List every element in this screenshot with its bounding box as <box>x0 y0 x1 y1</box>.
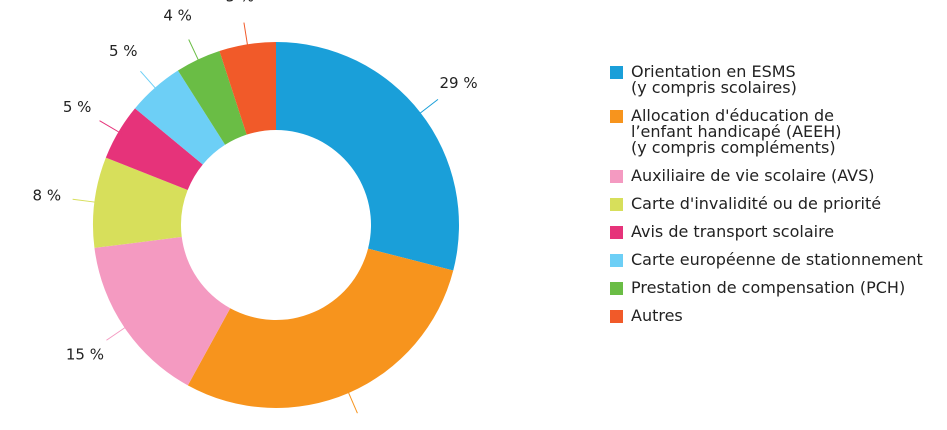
legend-item: Allocation d'éducation de l’enfant handi… <box>610 108 923 156</box>
data-label: 5 % <box>109 42 138 60</box>
legend-label: Orientation en ESMS (y compris scolaires… <box>631 62 797 97</box>
leader-line <box>106 325 129 341</box>
donut-segment <box>219 42 276 135</box>
donut-segment <box>187 248 454 408</box>
legend-item: Carte européenne de stationnement <box>610 252 923 268</box>
legend-item: Carte d'invalidité ou de priorité <box>610 196 923 212</box>
legend-label: Avis de transport scolaire <box>631 222 835 241</box>
legend-label: Autres <box>631 306 683 325</box>
legend-swatch <box>610 254 623 267</box>
legend-swatch <box>610 310 623 323</box>
leader-line <box>243 22 249 49</box>
donut-segment <box>94 236 231 386</box>
legend-swatch <box>610 282 623 295</box>
data-label: 4 % <box>163 6 192 24</box>
donut-area: 29 % 29 % 15 % 8 % 5 % 5 % 4 % 5 % <box>33 0 478 430</box>
legend-swatch <box>610 110 623 123</box>
leader-line <box>72 198 99 204</box>
legend-label: Auxiliaire de vie scolaire (AVS) <box>631 166 875 185</box>
data-label: 5 % <box>63 98 92 116</box>
legend-swatch <box>610 226 623 239</box>
donut-segment <box>105 108 203 191</box>
leader-line <box>188 39 201 64</box>
legend-item: Autres <box>610 308 923 324</box>
data-label: 5 % <box>226 0 255 5</box>
legend-item: Orientation en ESMS (y compris scolaires… <box>610 64 923 96</box>
leader-line <box>99 120 123 135</box>
donut-segment <box>134 70 226 165</box>
donut-segment <box>92 157 188 248</box>
data-label: 29 % <box>439 74 477 92</box>
legend-item: Auxiliaire de vie scolaire (AVS) <box>610 168 923 184</box>
donut-segment <box>276 42 460 271</box>
data-label: 8 % <box>33 187 62 205</box>
leader-line <box>346 389 358 414</box>
donut-segment <box>177 50 247 145</box>
legend-label: Carte d'invalidité ou de priorité <box>631 194 882 213</box>
legend-swatch <box>610 198 623 211</box>
data-label: 29 % <box>349 428 387 430</box>
legend-label: Allocation d'éducation de l’enfant handi… <box>631 106 842 157</box>
legend-swatch <box>610 66 623 79</box>
legend-item: Avis de transport scolaire <box>610 224 923 240</box>
leader-line <box>140 70 159 92</box>
legend-label: Carte européenne de stationnement <box>631 250 923 269</box>
leader-line <box>417 98 439 116</box>
legend-swatch <box>610 170 623 183</box>
legend-item: Prestation de compensation (PCH) <box>610 280 923 296</box>
legend: Orientation en ESMS (y compris scolaires… <box>610 64 923 336</box>
data-label: 15 % <box>66 345 104 363</box>
legend-label: Prestation de compensation (PCH) <box>631 278 906 297</box>
